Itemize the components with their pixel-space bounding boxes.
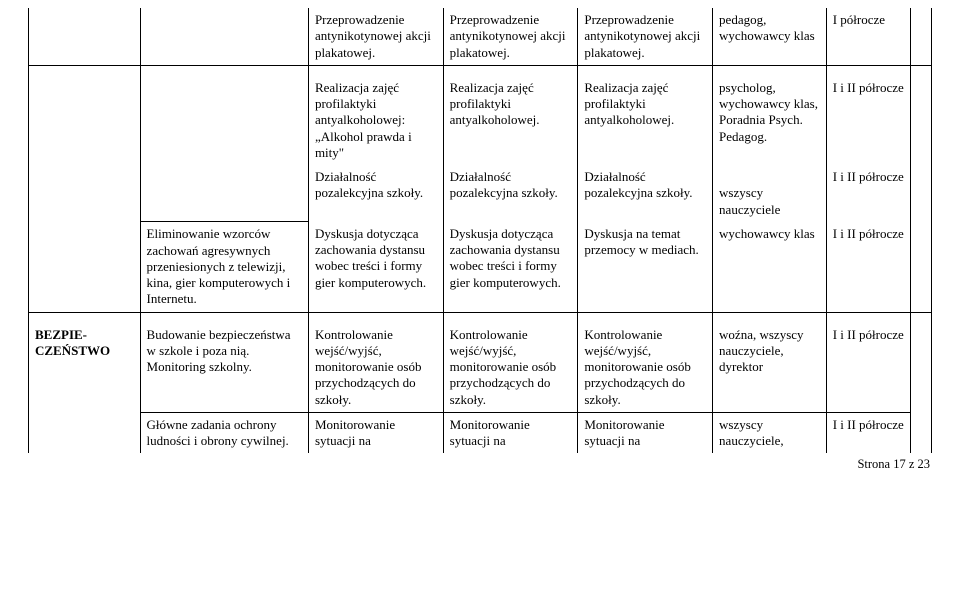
- document-table: Przeprowadzenie antynikotynowej akcji pl…: [28, 8, 932, 453]
- table-row: Realizacja zajęć profilaktyki antyalkoho…: [29, 65, 932, 165]
- cell-spacer: [910, 8, 931, 65]
- cell-spacer: [910, 65, 931, 312]
- table-row: BEZPIE-CZEŃSTWO Budowanie bezpieczeństwa…: [29, 312, 932, 412]
- table-row: Przeprowadzenie antynikotynowej akcji pl…: [29, 8, 932, 65]
- cell-action: Działalność pozalekcyjna szkoły.: [578, 165, 713, 222]
- cell-action: Działalność pozalekcyjna szkoły.: [308, 165, 443, 222]
- cell-spacer: [910, 412, 931, 453]
- cell-term: I i II półrocze: [826, 412, 910, 453]
- cell-responsible: woźna, wszyscy nauczyciele, dyrektor: [713, 312, 827, 412]
- cell-action: Działalność pozalekcyjna szkoły.: [443, 165, 578, 222]
- cell-responsible: wszyscy nauczyciele: [713, 165, 827, 222]
- cell-action: Monitorowanie sytuacji na: [308, 412, 443, 453]
- cell-action: Realizacja zajęć profilaktyki antyalkoho…: [578, 65, 713, 165]
- cell-term: I półrocze: [826, 8, 910, 65]
- cell-action: Przeprowadzenie antynikotynowej akcji pl…: [443, 8, 578, 65]
- cell-term: I i II półrocze: [826, 222, 910, 312]
- cell-category: [29, 412, 141, 453]
- page-footer: Strona 17 z 23: [0, 453, 960, 472]
- cell-action: Dyskusja na temat przemocy w mediach.: [578, 222, 713, 312]
- cell-topic: Eliminowanie wzorców zachowań agresywnyc…: [140, 222, 308, 312]
- cell-topic: Główne zadania ochrony ludności i obrony…: [140, 412, 308, 453]
- cell-term: I i II półrocze: [826, 65, 910, 165]
- cell-category: [29, 65, 141, 312]
- table-row: Główne zadania ochrony ludności i obrony…: [29, 412, 932, 453]
- cell-action: Monitorowanie sytuacji na: [443, 412, 578, 453]
- cell-topic: [140, 8, 308, 65]
- cell-category: [29, 8, 141, 65]
- cell-action: Kontrolowanie wejść/wyjść, monitorowanie…: [443, 312, 578, 412]
- cell-responsible: pedagog, wychowawcy klas: [713, 8, 827, 65]
- cell-action: Kontrolowanie wejść/wyjść, monitorowanie…: [578, 312, 713, 412]
- cell-topic: Budowanie bezpieczeństwa w szkole i poza…: [140, 312, 308, 412]
- cell-action: Przeprowadzenie antynikotynowej akcji pl…: [578, 8, 713, 65]
- cell-action: Kontrolowanie wejść/wyjść, monitorowanie…: [308, 312, 443, 412]
- cell-action: Realizacja zajęć profilaktyki antyalkoho…: [308, 65, 443, 165]
- table-row: Eliminowanie wzorców zachowań agresywnyc…: [29, 222, 932, 312]
- cell-action: Przeprowadzenie antynikotynowej akcji pl…: [308, 8, 443, 65]
- cell-responsible: psycholog, wychowawcy klas, Poradnia Psy…: [713, 65, 827, 165]
- cell-action: Dyskusja dotycząca zachowania dystansu w…: [443, 222, 578, 312]
- cell-action: Realizacja zajęć profilaktyki antyalkoho…: [443, 65, 578, 165]
- cell-action: Monitorowanie sytuacji na: [578, 412, 713, 453]
- cell-term: I i II półrocze: [826, 312, 910, 412]
- cell-text: wszyscy nauczyciele: [719, 185, 780, 216]
- cell-responsible: wychowawcy klas: [713, 222, 827, 312]
- cell-topic: [140, 65, 308, 222]
- cell-category: BEZPIE-CZEŃSTWO: [29, 312, 141, 412]
- cell-spacer: [910, 312, 931, 412]
- cell-responsible: wszyscy nauczyciele,: [713, 412, 827, 453]
- cell-action: Dyskusja dotycząca zachowania dystansu w…: [308, 222, 443, 312]
- cell-term: I i II półrocze: [826, 165, 910, 222]
